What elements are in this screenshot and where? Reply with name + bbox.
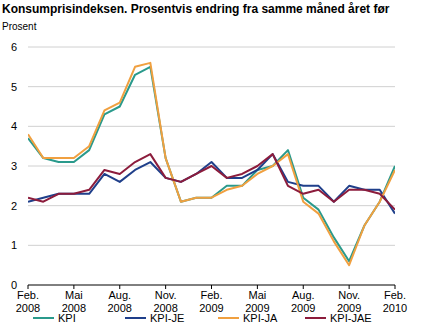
y-tick-label: 5 (11, 81, 17, 93)
x-tick-label: Feb.2009 (199, 289, 223, 314)
x-tick-label-part: Mai (249, 289, 267, 301)
x-tick-label-part: 2008 (108, 302, 132, 314)
legend-label: KPI-JE (150, 312, 184, 324)
x-tick-label-part: Nov. (338, 289, 360, 301)
y-tick-label: 1 (11, 239, 17, 251)
x-tick-label: Nov.2009 (337, 289, 361, 314)
y-tick-label: 2 (11, 200, 17, 212)
grid-line (28, 86, 395, 87)
legend-swatch (33, 317, 54, 319)
x-tick-label-part: Mai (65, 289, 83, 301)
x-tick-label: Feb.2008 (16, 289, 40, 314)
x-tick-label-part: Nov. (155, 289, 177, 301)
series-line (28, 67, 395, 261)
x-tick-label-part: 2009 (291, 302, 315, 314)
series-line (28, 63, 395, 265)
legend-label: KPI (58, 312, 76, 324)
title: Konsumprisindeksen. Prosentvis endring f… (2, 2, 390, 16)
x-tick-label-part: Feb. (17, 289, 39, 301)
y-tick-label: 6 (11, 41, 17, 53)
x-tick-label-part: Aug. (292, 289, 315, 301)
x-tick-label-part: 2008 (16, 302, 40, 314)
x-tick-label: Nov.2008 (153, 289, 177, 314)
x-tick-label: Aug.2009 (291, 289, 315, 314)
legend-swatch (218, 317, 239, 319)
grid-line (28, 205, 395, 206)
y-label: Prosent (2, 21, 37, 32)
plot-area (28, 63, 395, 265)
grid-line (28, 47, 395, 48)
x-tick-label-part: Aug. (108, 289, 131, 301)
x-tick-label-part: Feb. (200, 289, 222, 301)
x-tick-label: Mai2009 (245, 289, 269, 314)
x-tick-label-part: 2010 (383, 302, 407, 314)
x-tick-label-part: 2009 (199, 302, 223, 314)
y-tick-label: 3 (11, 160, 17, 172)
grid-line (28, 126, 395, 127)
x-tick-label-part: Feb. (384, 289, 406, 301)
series-line (28, 154, 395, 214)
x-tick-label: Feb.2010 (383, 289, 407, 314)
y-tick-label: 4 (11, 120, 17, 132)
legend-label: KPI-JA (243, 312, 278, 324)
x-tick-label: Aug.2008 (108, 289, 132, 314)
series-line (28, 154, 395, 210)
x-tick-label: Mai2008 (62, 289, 86, 314)
chart: Konsumprisindeksen. Prosentvis endring f… (0, 0, 426, 330)
legend-swatch (305, 317, 326, 319)
legend-swatch (125, 317, 146, 319)
legend-label: KPI-JAE (330, 312, 372, 324)
